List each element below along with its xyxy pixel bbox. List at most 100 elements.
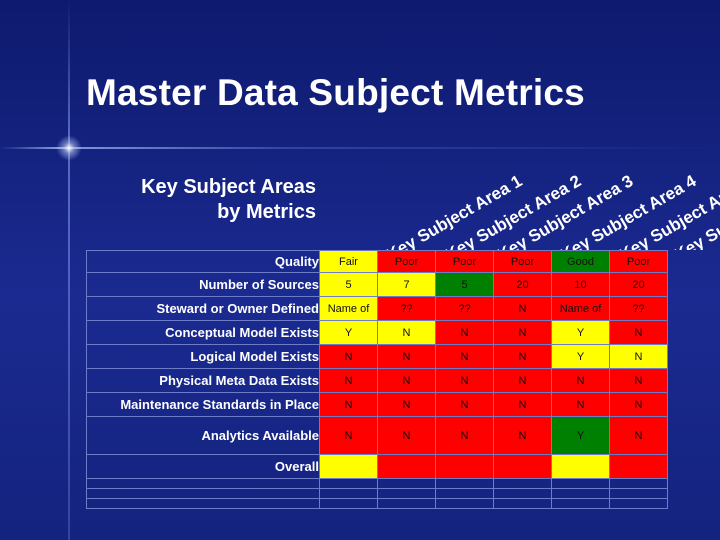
metric-cell: 7 [377,272,436,297]
metric-label: Conceptual Model Exists [86,320,320,345]
metric-label: Physical Meta Data Exists [86,368,320,393]
metrics-table: Quality Fair Poor Poor Poor Good Poor Number of… [86,250,668,509]
metric-label: Quality [86,250,320,273]
empty-cell [435,498,494,509]
metric-row: Maintenance Standards in Place N N N N N N [86,392,668,417]
empty-cell [493,478,552,489]
metric-cell: N [609,344,668,369]
metric-cell: Name of [551,296,610,321]
metric-row: Number of Sources 5 7 5 20 10 20 [86,272,668,297]
metric-cell: N [493,392,552,417]
metric-cell: Y [551,320,610,345]
metric-cell: N [377,320,436,345]
metric-row: Logical Model Exists N N N N Y N [86,344,668,369]
metric-cell: ?? [435,296,494,321]
metric-cell: N [493,296,552,321]
metric-cell: N [493,320,552,345]
empty-cell [86,498,320,509]
corner-label-line-2: by Metrics [217,201,316,223]
metric-cell: N [493,368,552,393]
metric-cell: N [551,368,610,393]
slide-title: Master Data Subject Metrics [86,72,585,113]
decorative-vertical-line [68,0,70,540]
column-header-4: Key Subject Area 4 [557,171,700,250]
metric-label: Logical Model Exists [86,344,320,369]
metric-label: Overall [86,454,320,479]
metric-cell: Y [319,320,378,345]
metric-cell: N [609,320,668,345]
metric-cell: N [377,416,436,455]
empty-cell [377,488,436,499]
metric-cell [551,454,610,479]
metric-row: Analytics Available N N N N Y N [86,416,668,455]
metric-row: Overall [86,454,668,479]
metric-cell: Poor [493,250,552,273]
metric-cell [493,454,552,479]
metric-cell [435,454,494,479]
metric-cell: 20 [493,272,552,297]
metric-cell: N [319,344,378,369]
metric-row: Quality Fair Poor Poor Poor Good Poor [86,250,668,273]
empty-cell [319,478,378,489]
empty-cell [609,478,668,489]
metric-cell: N [609,368,668,393]
metric-cell: N [609,416,668,455]
empty-row [86,478,668,489]
metric-cell [609,454,668,479]
metric-cell: Good [551,250,610,273]
empty-cell [609,498,668,509]
metric-label: Number of Sources [86,272,320,297]
table-corner-label: Key Subject Areas by Metrics [100,175,316,225]
metric-cell: N [319,392,378,417]
empty-cell [86,478,320,489]
metric-cell [319,454,378,479]
empty-cell [319,488,378,499]
empty-cell [493,498,552,509]
empty-cell [609,488,668,499]
column-header-2: Key Subject Area 2 [442,171,585,250]
metric-row: Physical Meta Data Exists N N N N N N [86,368,668,393]
metric-cell: N [435,368,494,393]
metric-cell: N [435,320,494,345]
metric-row: Steward or Owner Defined Name of???? N Name… [86,296,668,321]
metric-cell: Poor [609,250,668,273]
empty-row [86,498,668,509]
metric-cell: N [319,416,378,455]
empty-cell [377,478,436,489]
metric-cell: N [377,368,436,393]
column-header-6: Key Subjec [671,202,720,250]
metric-cell: 5 [435,272,494,297]
metric-cell: ?? [377,296,436,321]
metric-cell: Poor [377,250,436,273]
empty-cell [551,478,610,489]
column-header-5: Key Subject Area 5 [616,171,720,250]
empty-cell [319,498,378,509]
empty-cell [435,488,494,499]
column-header-1: Key Subject Area 1 [383,171,526,250]
empty-cell [551,498,610,509]
empty-cell [377,498,436,509]
metric-cell: Name of [319,296,378,321]
metric-cell: N [377,344,436,369]
metric-cell: ?? [609,296,668,321]
metric-cell [377,454,436,479]
empty-row [86,488,668,499]
empty-cell [86,488,320,499]
metric-cell: 5 [319,272,378,297]
metric-cell: N [435,416,494,455]
metric-label: Maintenance Standards in Place [86,392,320,417]
column-header-3: Key Subject Area 3 [494,171,637,250]
metric-cell: 20 [609,272,668,297]
empty-cell [435,478,494,489]
metric-cell: Y [551,416,610,455]
empty-cell [493,488,552,499]
metric-cell: Poor [435,250,494,273]
metric-cell: N [319,368,378,393]
metric-cell: N [435,392,494,417]
decorative-horizontal-line [0,147,720,149]
corner-label-line-1: Key Subject Areas [141,176,316,198]
metric-label: Analytics Available [86,416,320,455]
metric-cell: N [435,344,494,369]
empty-cell [551,488,610,499]
metric-cell: N [493,416,552,455]
